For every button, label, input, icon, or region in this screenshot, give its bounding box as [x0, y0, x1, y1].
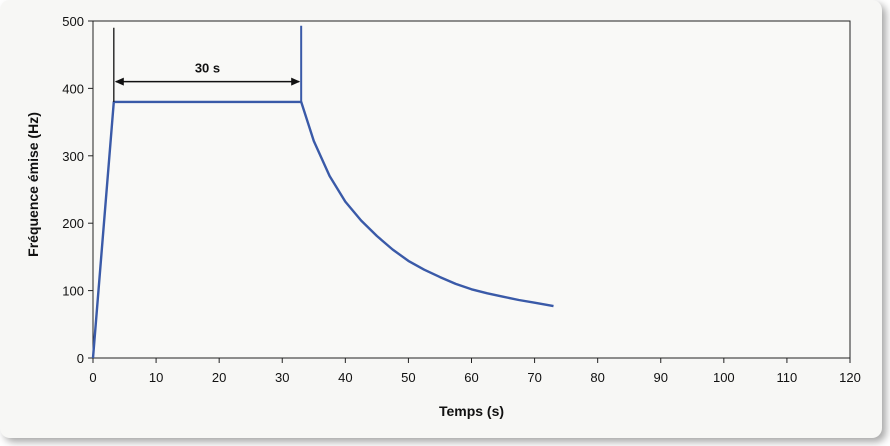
plot-area	[92, 20, 851, 359]
x-tick-label: 110	[777, 370, 798, 385]
x-tick-label: 0	[89, 370, 96, 385]
y-tick-label: 0	[77, 351, 84, 366]
x-axis-title: Temps (s)	[439, 403, 504, 419]
x-tick-label: 60	[464, 370, 478, 385]
duration-annotation: 30 s	[113, 25, 303, 102]
y-tick-label: 500	[62, 14, 84, 29]
x-tick-label: 90	[654, 370, 668, 385]
y-tick-label: 200	[62, 216, 84, 231]
x-tick-label: 50	[401, 370, 415, 385]
x-tick-label: 120	[839, 370, 861, 385]
x-tick-labels: 0 10 20 30 40 50 60 70 80 90 100 110 120	[89, 370, 860, 385]
y-axis-title: Fréquence émise (Hz)	[25, 112, 41, 257]
x-tick-label: 10	[149, 370, 163, 385]
y-tick-label: 300	[62, 149, 84, 164]
x-tick-label: 40	[338, 370, 352, 385]
x-tick-label: 30	[275, 370, 289, 385]
x-tick-label: 100	[713, 370, 735, 385]
y-tick-label: 100	[62, 284, 84, 299]
x-tick-label: 80	[590, 370, 604, 385]
x-tick-label: 20	[212, 370, 226, 385]
y-tick-labels: 0 100 200 300 400 500	[62, 14, 84, 366]
series-line	[91, 100, 554, 359]
annotation-label: 30 s	[195, 61, 220, 76]
annotation-arrowhead-left	[114, 77, 124, 86]
series-group	[91, 100, 554, 359]
annotation-arrowhead-right	[291, 77, 301, 86]
axes	[88, 20, 851, 363]
chart-frame: 0 10 20 30 40 50 60 70 80 90 100 110 120 0 100 200 300 4…	[25, 14, 861, 419]
x-tick-label: 70	[527, 370, 541, 385]
line-chart: 0 10 20 30 40 50 60 70 80 90 100 110 120 0 100 200 300 4…	[25, 14, 861, 419]
y-tick-label: 400	[62, 81, 84, 96]
